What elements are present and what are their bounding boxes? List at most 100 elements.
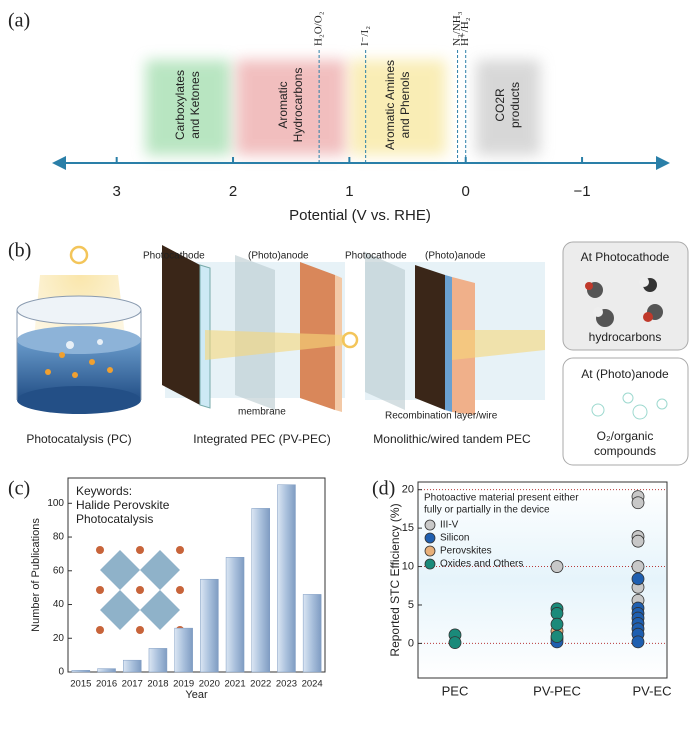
box-text: hydrocarbons — [589, 330, 662, 344]
point — [631, 635, 645, 649]
x-tick-label: 2020 — [199, 679, 220, 690]
plot-frame — [67, 477, 326, 673]
x-tick-label: PEC — [442, 683, 469, 698]
y-tick-label: 20 — [402, 484, 414, 496]
bar — [225, 557, 245, 673]
bar — [174, 627, 193, 673]
y-tick-label: 80 — [53, 532, 65, 543]
y-tick-label: 10 — [402, 560, 414, 572]
region-label: and Ketones — [188, 71, 202, 138]
y-tick-label: 60 — [53, 565, 65, 576]
point — [550, 630, 564, 643]
point — [550, 617, 564, 631]
x-tick-label: 1 — [345, 183, 353, 200]
region-label: Hydrocarbons — [291, 68, 305, 143]
region-label: products — [508, 82, 522, 128]
y-tick-label: 0 — [408, 637, 414, 649]
x-tick-label: 2022 — [250, 679, 271, 690]
potential-region — [350, 60, 446, 155]
potential-region — [476, 60, 541, 155]
redox-label: H₂O/O₂ — [313, 11, 325, 46]
region-label: Aromatic Amines — [383, 60, 397, 150]
bar — [302, 594, 322, 673]
bar — [71, 670, 91, 673]
plot-frame — [417, 481, 668, 679]
legend-title: fully or partially in the device — [424, 505, 550, 516]
bar — [277, 484, 296, 673]
x-tick-label: PV-PEC — [533, 683, 581, 698]
region-label: and Phenols — [398, 72, 412, 139]
y-axis-label: Number of Publications — [30, 518, 42, 632]
y-tick-label: 0 — [58, 667, 64, 678]
region-label: CO2R — [493, 88, 507, 122]
label: Photocathode — [143, 251, 205, 262]
panel-label: (c) — [8, 478, 30, 500]
redox-label: I⁻/I₂ — [359, 26, 371, 46]
annotation: Photocatalysis — [76, 512, 153, 526]
x-tick-label: −1 — [573, 183, 590, 200]
label: membrane — [238, 407, 286, 418]
box-title: At Photocathode — [581, 250, 670, 264]
axis-arrow — [52, 156, 66, 170]
legend-marker — [424, 519, 436, 531]
box-text: O₂/organic — [597, 429, 654, 443]
x-tick-label: 2024 — [302, 679, 323, 690]
y-tick-label: 40 — [53, 599, 65, 610]
point — [550, 560, 564, 573]
label: (Photo)anode — [425, 251, 486, 262]
x-tick-label: 3 — [113, 183, 121, 200]
caption: Integrated PEC (PV-PEC) — [193, 432, 330, 446]
annotation: Halide Perovskite — [76, 498, 170, 512]
legend-title: Photoactive material present either — [424, 493, 579, 504]
x-tick-label: 2019 — [173, 679, 194, 690]
point — [631, 560, 645, 573]
y-axis-label: Reported STC Efficiency (%) — [388, 503, 402, 656]
crystal-inset — [96, 546, 184, 634]
y-tick-label: 20 — [53, 633, 65, 644]
panel-label: (a) — [8, 10, 30, 32]
caption: Monolithic/wired tandem PEC — [373, 432, 531, 446]
diagram-b — [16, 241, 689, 466]
redox-label: H⁺/H₂ — [459, 17, 471, 46]
potential-region — [236, 60, 346, 155]
potential-region — [145, 60, 231, 155]
y-tick-label: 15 — [402, 522, 414, 534]
legend-label: Oxides and Others — [440, 559, 523, 570]
bar — [123, 659, 142, 673]
bar — [200, 578, 219, 673]
x-tick-label: 2015 — [70, 679, 91, 690]
point — [631, 496, 645, 510]
axis-arrow — [656, 156, 670, 170]
x-tick-label: 2017 — [122, 679, 143, 690]
bar — [97, 668, 116, 673]
legend-label: Silicon — [440, 533, 469, 544]
label: (Photo)anode — [248, 251, 309, 262]
label: Photocathode — [345, 251, 407, 262]
x-tick-label: PV-EC — [632, 683, 671, 698]
panel-label: (b) — [8, 240, 31, 262]
bar — [251, 508, 270, 673]
box-text: compounds — [594, 444, 656, 458]
x-tick-label: 2 — [229, 183, 237, 200]
panel-label: (d) — [372, 478, 395, 500]
x-tick-label: 0 — [462, 183, 470, 200]
x-tick-label: 2016 — [96, 679, 117, 690]
y-tick-label: 100 — [47, 498, 64, 509]
point — [631, 534, 645, 548]
legend-label: Perovskites — [440, 546, 492, 557]
legend-marker — [424, 532, 436, 544]
legend-marker — [424, 545, 436, 557]
point — [448, 636, 462, 650]
label: Recombination layer/wire — [385, 411, 498, 422]
region-label: Carboxylates — [173, 70, 187, 140]
point — [550, 607, 564, 620]
point — [631, 572, 645, 586]
region-label: Aromatic — [276, 81, 290, 128]
x-tick-label: 2021 — [224, 679, 245, 690]
caption: Photocatalysis (PC) — [26, 432, 131, 446]
bar — [148, 648, 168, 673]
legend-label: III-V — [440, 520, 459, 531]
x-axis-label: Potential (V vs. RHE) — [289, 207, 431, 224]
x-axis-label: Year — [185, 689, 208, 701]
